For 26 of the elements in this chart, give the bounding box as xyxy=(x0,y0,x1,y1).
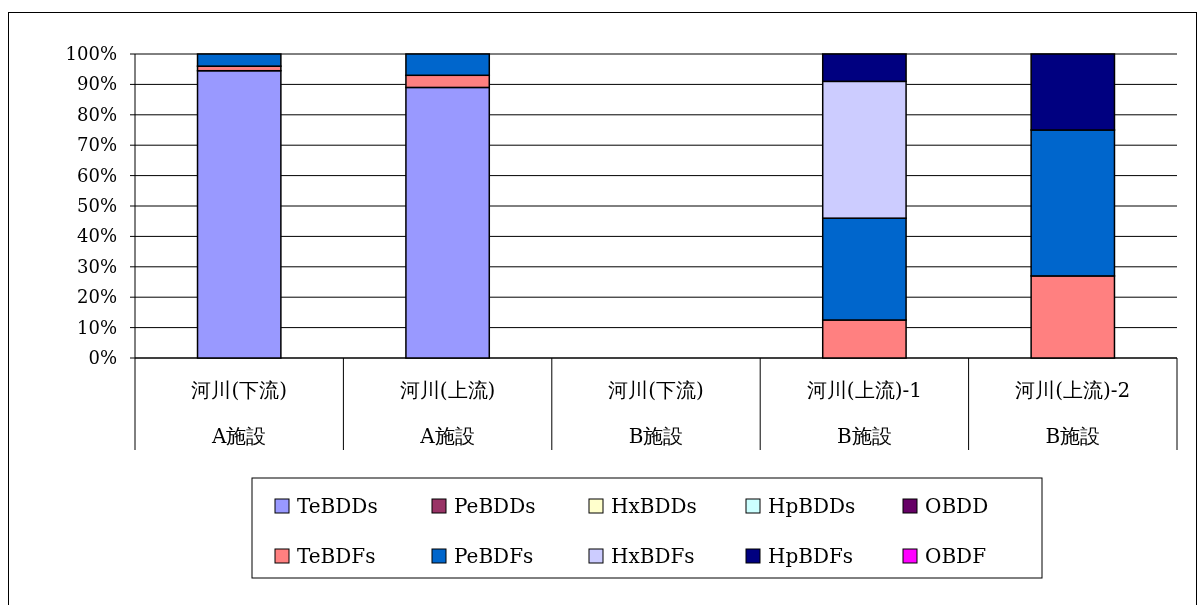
legend-label: TeBDDs xyxy=(297,494,378,518)
legend-label: HpBDFs xyxy=(768,544,854,568)
legend-label: PeBDDs xyxy=(454,494,536,518)
legend-label: HxBDDs xyxy=(611,494,697,518)
legend-label: PeBDFs xyxy=(454,544,534,568)
legend-label: HxBDFs xyxy=(611,544,695,568)
legend-label: OBDF xyxy=(925,544,987,568)
y-tick-label: 90% xyxy=(76,73,117,95)
y-tick-label: 100% xyxy=(65,43,117,64)
legend-label: HpBDDs xyxy=(768,494,856,518)
x-tick-label: 河川(上流)-1 B施設 xyxy=(806,378,922,448)
legend-label: OBDD xyxy=(925,494,989,518)
x-tick-label: 河川(下流) B施設 xyxy=(608,378,704,448)
x-tick-label: 河川(下流) A施設 xyxy=(191,378,287,448)
y-tick-label: 50% xyxy=(76,195,117,216)
y-tick-label: 60% xyxy=(76,164,117,186)
y-tick-label: 80% xyxy=(76,103,117,125)
y-tick-label: 70% xyxy=(76,134,117,156)
x-tick-label: 河川(上流) A施設 xyxy=(399,378,496,448)
y-tick-label: 0% xyxy=(88,347,117,368)
y-tick-label: 30% xyxy=(76,255,117,277)
x-tick-label: 河川(上流)-2 B施設 xyxy=(1015,378,1131,448)
legend-label: TeBDFs xyxy=(297,544,376,568)
y-tick-label: 40% xyxy=(76,225,117,247)
y-tick-label: 10% xyxy=(76,316,117,338)
y-tick-label: 20% xyxy=(76,286,117,308)
